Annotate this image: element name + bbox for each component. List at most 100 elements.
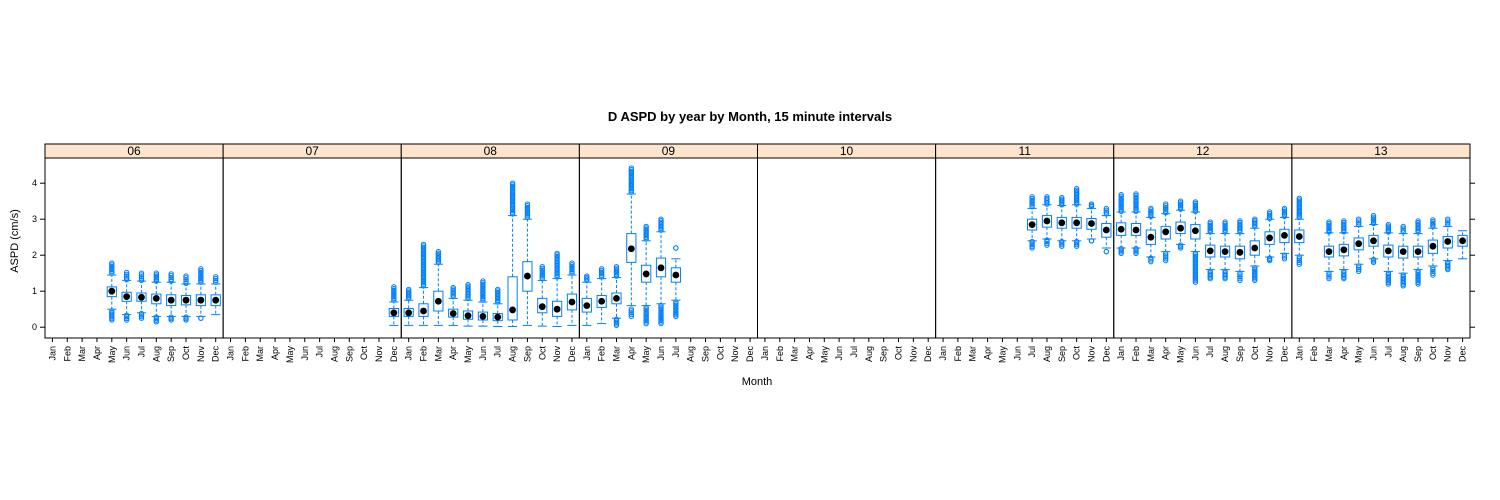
box-08-Jun [477,278,488,327]
outlier-high [213,274,219,280]
iqr-box [1264,231,1275,245]
outlier-low [1430,266,1436,273]
outlier-high [153,273,160,280]
x-tick-label: Sep [166,346,176,362]
median-point [1206,247,1214,255]
box-06-Nov [195,266,206,321]
outlier-low [1029,238,1035,245]
outlier-high [198,276,204,282]
x-tick-label: May [285,346,295,364]
iqr-box [581,297,592,313]
median-point [1281,232,1288,239]
outlier-high [109,268,115,275]
outlier-high [109,260,115,266]
outlier-high [1163,204,1169,211]
outlier-low [1029,242,1035,248]
outlier-low [1400,272,1406,278]
outlier-high [1445,216,1451,222]
x-tick-label: Jul [136,346,146,358]
outlier-high [1222,221,1228,227]
outlier-low [628,311,635,318]
outlier-high [643,225,649,231]
outlier-high [598,269,605,275]
outlier-high [1207,221,1213,227]
outlier-high [539,264,545,270]
x-tick-label: Apr [983,346,993,360]
outlier-low [1370,256,1377,263]
outlier-high [598,267,605,274]
outlier-high [1118,205,1124,211]
iqr-box [1383,244,1394,258]
x-tick-label: Aug [151,346,161,362]
iqr-box [566,293,578,311]
panel-frame [1291,157,1471,339]
x-tick-label: Mar [1324,346,1334,362]
median-point [123,293,131,300]
outlier-high [1029,197,1035,203]
outlier-high [539,267,545,273]
median-point [1221,248,1229,256]
x-tick-label: Jan [938,346,948,361]
x-tick-label: Jul [1205,346,1215,358]
panel-frame [757,157,937,339]
panel-frame [222,157,402,339]
median-point [1266,234,1274,242]
outlier-high [123,275,130,281]
outlier-low [613,316,620,322]
iqr-box [1056,216,1067,229]
outlier-high [109,262,115,268]
outlier-high [198,279,204,285]
outlier-low [1163,254,1169,260]
iqr-box [1368,234,1379,247]
median-point [1073,219,1081,227]
x-tick-label: Dec [1101,346,1111,363]
iqr-box [1219,245,1231,258]
strip-label: 12 [1196,144,1210,158]
iqr-box [448,308,459,318]
outlier-high [465,282,471,288]
y-tick-label: 2 [32,250,37,260]
iqr-box [1071,216,1082,229]
outlier-high [1118,195,1124,201]
box-11-Jul [1027,194,1038,251]
median-point [1162,228,1170,236]
median-point [657,264,665,272]
outlier-high [539,274,545,280]
outlier-low [658,315,664,322]
panel-08: 08 Jan Feb Mar Apr May Jun Jul Aug Sep Oct Nov Dec [400,143,580,363]
outlier-high [391,290,397,297]
x-tick-label: Aug [1220,346,1230,362]
outlier-low [1281,254,1288,260]
box-06-Dec [210,274,221,316]
outlier-low [1296,257,1302,264]
outlier-low [1177,242,1184,248]
outlier-high [1163,210,1169,216]
outlier-low [1430,268,1436,275]
outlier-high [138,275,145,282]
outlier-high [198,266,204,272]
median-point [1147,233,1155,241]
x-tick-label: Jan [760,346,770,361]
outlier-low [1252,266,1258,273]
outlier-high [1163,208,1169,214]
median-point [642,270,650,278]
strip-label: 06 [127,144,141,158]
outlier-high [183,280,189,286]
median-point [138,293,145,301]
x-tick-label: Feb [775,346,785,362]
outlier-high [1281,205,1288,212]
outlier-high [420,241,427,248]
iqr-box [1190,224,1201,240]
x-tick-label: May [819,346,829,364]
iqr-box [1145,229,1156,245]
outlier-high [138,270,145,276]
box-06-Jul [136,270,147,321]
outlier-high [1281,208,1288,215]
box-11-Aug [1041,194,1053,248]
outlier-high [1326,219,1332,225]
outlier-high [1400,229,1406,235]
x-tick-label: Jul [493,346,503,358]
median-point [1355,240,1363,248]
box-13-Aug [1398,223,1409,289]
outlier-high [1266,209,1273,215]
